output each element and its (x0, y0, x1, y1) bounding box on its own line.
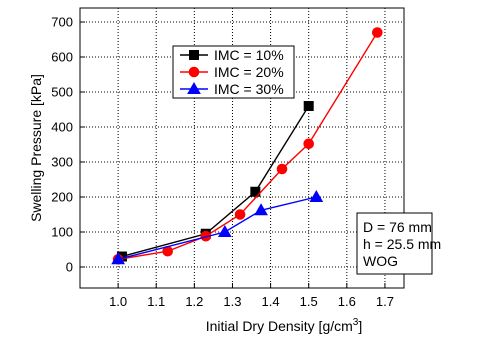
y-tick-label: 100 (51, 225, 73, 240)
x-tick-label: 1.7 (376, 294, 394, 309)
data-point (303, 138, 315, 150)
y-tick-label: 600 (51, 50, 73, 65)
y-tick-label: 0 (66, 260, 73, 275)
annotation-line-diameter: D = 76 mm (363, 219, 432, 235)
series-triangle (111, 189, 324, 265)
data-point (111, 252, 125, 265)
series-layer (111, 27, 383, 265)
legend-entry: IMC = 20% (180, 64, 284, 80)
y-tick-label: 300 (51, 155, 73, 170)
data-point (303, 101, 314, 111)
legend-label: IMC = 20% (214, 64, 284, 80)
x-tick-label: 1.2 (185, 294, 203, 309)
x-tick-label: 1.4 (262, 294, 280, 309)
axis-ticks (80, 21, 386, 288)
legend-marker (187, 81, 201, 94)
data-point (372, 27, 383, 38)
x-tick-label: 1.5 (300, 294, 318, 309)
data-point (250, 186, 261, 197)
series-circle (112, 27, 383, 265)
data-point (309, 189, 324, 202)
annotation-box: D = 76 mm h = 25.5 mm WOG (356, 212, 441, 275)
series-square (116, 101, 314, 262)
annotation-line-height: h = 25.5 mm (363, 236, 441, 252)
y-tick-label: 400 (51, 120, 73, 135)
legend-entry: IMC = 10% (180, 47, 284, 63)
annotation-line-wog: WOG (363, 253, 398, 269)
series-line (117, 196, 317, 260)
x-axis-title: Initial Dry Density [g/cm3] (206, 317, 363, 334)
legend-items: IMC = 10%IMC = 20%IMC = 30% (180, 47, 284, 97)
y-axis-title: Swelling Pressure [kPa] (28, 74, 44, 222)
y-tick-labels: 0 100 200 300 400 500 600 700 (51, 15, 73, 275)
x-tick-label: 1.6 (338, 294, 356, 309)
legend: IMC = 10%IMC = 20%IMC = 30% (172, 45, 295, 99)
data-point (254, 203, 268, 216)
plot-frame (79, 7, 405, 289)
data-point (234, 209, 246, 220)
x-tick-label: 1.3 (223, 294, 241, 309)
legend-label: IMC = 10% (214, 47, 284, 63)
data-point (217, 224, 232, 237)
legend-marker (189, 50, 199, 60)
x-tick-label: 1.1 (147, 294, 165, 309)
annotation-frame (356, 212, 433, 275)
y-tick-label: 200 (51, 190, 73, 205)
y-tick-label: 700 (51, 15, 73, 30)
series-line (121, 105, 310, 258)
x-tick-labels: 1.0 1.1 1.2 1.3 1.4 1.5 1.6 1.7 (109, 294, 394, 309)
x-tick-label: 1.0 (109, 294, 127, 309)
legend-entry: IMC = 30% (180, 81, 284, 97)
data-point (276, 163, 288, 175)
legend-label: IMC = 30% (214, 81, 284, 97)
legend-marker (188, 66, 200, 78)
y-tick-label: 500 (51, 85, 73, 100)
